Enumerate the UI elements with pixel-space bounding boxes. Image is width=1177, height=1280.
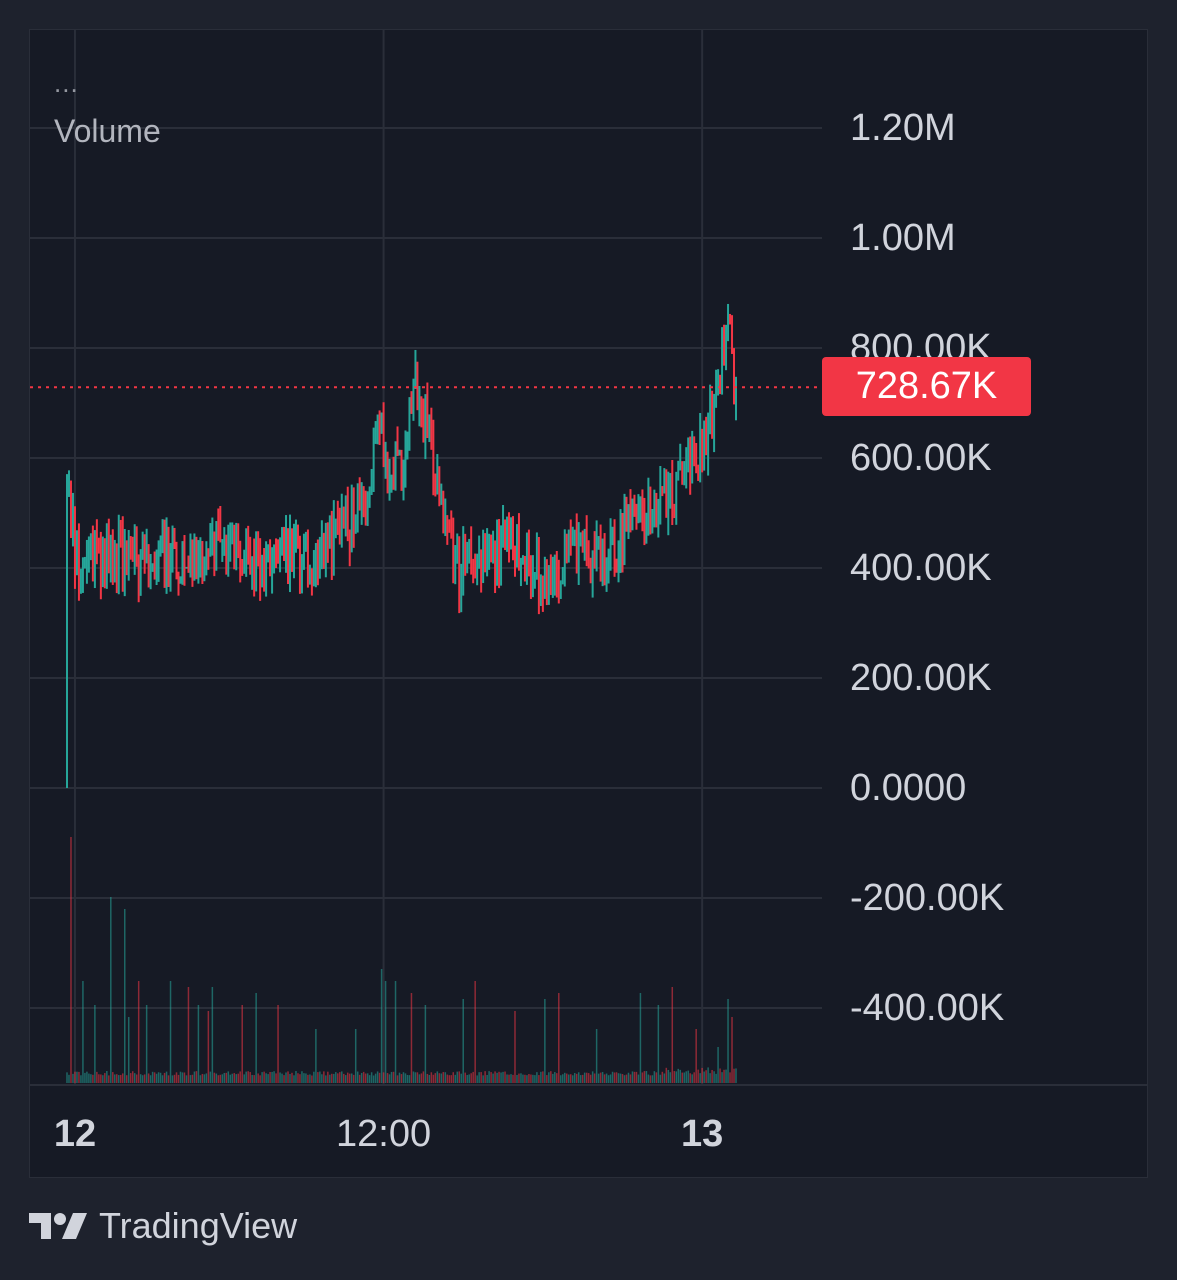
legend-menu-dots[interactable]: ...	[54, 68, 79, 98]
price-axis-label: 1.00M	[850, 217, 956, 259]
time-axis-label: 12:00	[336, 1113, 432, 1155]
price-axis-label: -400.00K	[850, 987, 1005, 1029]
price-candles	[66, 303, 737, 788]
volume-bars	[66, 837, 737, 1083]
chart-pane[interactable]	[29, 29, 1148, 1178]
price-axis-label: 400.00K	[850, 547, 992, 589]
price-axis-label: 1.20M	[850, 107, 956, 149]
tradingview-logo-icon	[29, 1213, 87, 1239]
price-axis-label: 600.00K	[850, 437, 992, 479]
brand-name: TradingView	[99, 1205, 298, 1246]
legend-indicator-name[interactable]: Volume	[54, 113, 161, 149]
tradingview-brand[interactable]: TradingView	[29, 1204, 297, 1248]
price-axis-label: 200.00K	[850, 657, 992, 699]
time-axis-label: 12	[53, 1113, 97, 1155]
price-axis-label: 0.0000	[850, 767, 967, 809]
price-axis-label: -200.00K	[850, 877, 1005, 919]
last-value-badge: 728.67K	[822, 357, 1031, 417]
time-axis-label: 13	[681, 1113, 724, 1155]
